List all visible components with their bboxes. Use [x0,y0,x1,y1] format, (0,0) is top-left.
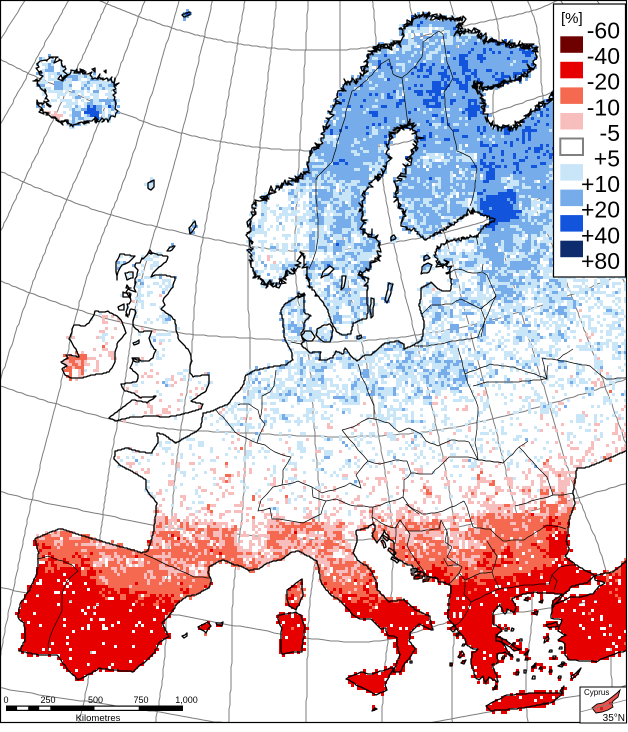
svg-text:+20: +20 [581,197,620,223]
svg-text:+40: +40 [581,222,620,248]
svg-text:0: 0 [3,695,8,705]
svg-text:750: 750 [133,695,148,705]
svg-text:Kilometres: Kilometres [76,713,121,724]
svg-text:Cyprus: Cyprus [584,688,609,697]
svg-text:[%]: [%] [561,10,583,27]
svg-text:1,000: 1,000 [175,695,198,705]
svg-text:-20: -20 [587,69,620,95]
svg-text:+5: +5 [594,146,620,172]
svg-text:35°N: 35°N [603,713,625,724]
svg-text:-60: -60 [587,18,620,44]
svg-text:-5: -5 [600,120,620,146]
svg-text:500: 500 [88,695,103,705]
svg-text:-40: -40 [587,43,620,69]
svg-text:+80: +80 [581,248,620,274]
svg-text:+10: +10 [581,171,620,197]
svg-text:-10: -10 [587,94,620,120]
svg-text:250: 250 [40,695,55,705]
